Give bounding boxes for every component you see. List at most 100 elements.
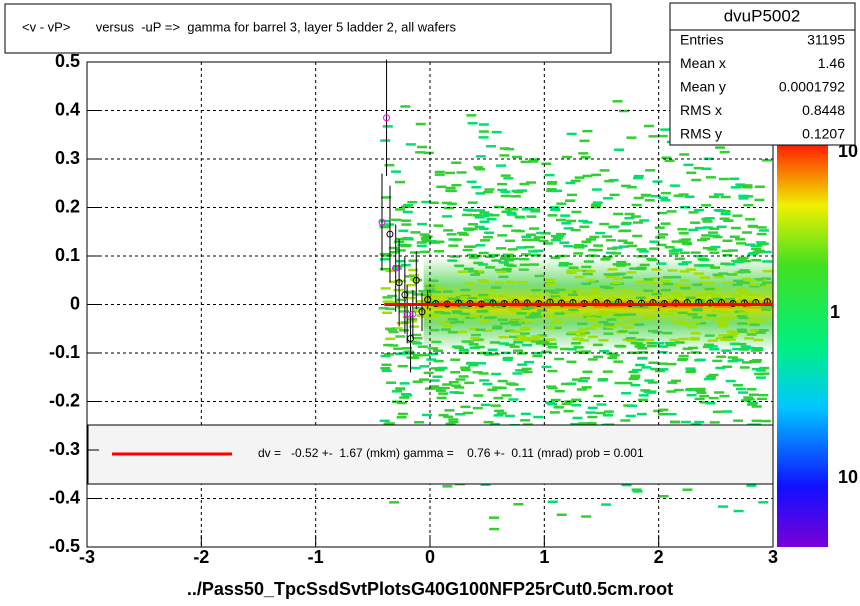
density-cell bbox=[501, 351, 512, 355]
density-cell bbox=[718, 272, 729, 275]
density-cell bbox=[532, 354, 543, 358]
density-cell bbox=[521, 339, 532, 342]
density-cell bbox=[742, 184, 753, 187]
density-cell bbox=[758, 393, 769, 397]
density-cell bbox=[686, 268, 697, 271]
density-cell bbox=[599, 222, 610, 226]
density-cell bbox=[520, 328, 531, 331]
density-cell bbox=[391, 390, 402, 393]
density-cell bbox=[694, 299, 705, 302]
density-cell bbox=[565, 199, 576, 202]
density-cell bbox=[615, 316, 626, 320]
density-cell bbox=[647, 258, 658, 262]
density-cell bbox=[636, 412, 647, 416]
density-cell bbox=[637, 347, 648, 350]
density-cell bbox=[474, 345, 485, 349]
density-cell bbox=[602, 327, 613, 330]
density-cell bbox=[478, 311, 489, 314]
density-cell bbox=[416, 300, 427, 303]
density-cell bbox=[547, 297, 558, 301]
density-cell bbox=[693, 208, 704, 212]
density-cell bbox=[519, 257, 530, 261]
density-cell bbox=[468, 363, 479, 367]
density-cell bbox=[635, 301, 646, 305]
stats-frame bbox=[669, 2, 856, 146]
density-cell bbox=[423, 151, 434, 155]
density-cell bbox=[756, 232, 767, 236]
density-cell bbox=[480, 483, 491, 486]
density-cell bbox=[467, 121, 478, 125]
density-cell bbox=[746, 333, 757, 336]
density-cell bbox=[590, 290, 601, 294]
density-cell bbox=[423, 298, 434, 301]
density-cell bbox=[506, 213, 517, 216]
density-cell bbox=[625, 414, 636, 418]
density-cell bbox=[472, 213, 483, 217]
density-cell bbox=[715, 366, 726, 370]
density-cell bbox=[448, 380, 459, 384]
density-cell bbox=[533, 415, 544, 419]
density-cell bbox=[655, 236, 666, 239]
density-cell bbox=[687, 325, 698, 329]
density-cell bbox=[675, 284, 686, 288]
density-cell bbox=[758, 229, 769, 232]
density-cell bbox=[636, 248, 647, 251]
density-cell bbox=[593, 355, 604, 359]
density-cell bbox=[506, 211, 517, 215]
density-cell bbox=[707, 345, 718, 348]
density-cell bbox=[613, 212, 624, 216]
density-cell bbox=[730, 342, 741, 346]
density-cell bbox=[550, 295, 561, 298]
density-cell bbox=[392, 327, 403, 330]
density-cell bbox=[523, 207, 534, 210]
density-cell bbox=[415, 122, 426, 126]
density-cell bbox=[704, 264, 715, 267]
density-cell bbox=[477, 263, 488, 266]
density-cell bbox=[490, 404, 501, 407]
density-cell bbox=[637, 398, 648, 402]
density-cell bbox=[593, 394, 604, 398]
density-cell bbox=[733, 306, 744, 309]
density-cell bbox=[552, 237, 563, 240]
density-cell bbox=[525, 312, 536, 315]
density-cell bbox=[587, 292, 598, 296]
density-cell bbox=[505, 239, 516, 243]
density-cell bbox=[477, 279, 488, 282]
density-cell bbox=[477, 351, 488, 355]
density-cell bbox=[759, 366, 770, 370]
density-cell bbox=[601, 503, 612, 506]
density-cell bbox=[599, 349, 610, 353]
density-cell bbox=[535, 342, 546, 345]
density-cell bbox=[612, 246, 623, 249]
density-cell bbox=[762, 281, 773, 284]
density-cell bbox=[395, 259, 406, 263]
density-cell bbox=[612, 100, 623, 103]
density-cell bbox=[650, 367, 661, 371]
density-cell bbox=[408, 259, 419, 263]
density-cell bbox=[457, 231, 468, 235]
density-cell bbox=[561, 402, 572, 406]
density-cell bbox=[442, 290, 453, 293]
density-cell bbox=[522, 370, 533, 374]
density-cell bbox=[575, 334, 586, 337]
density-cell bbox=[704, 334, 715, 337]
density-cell bbox=[660, 279, 671, 283]
density-cell bbox=[580, 292, 591, 296]
density-cell bbox=[419, 233, 430, 236]
density-cell bbox=[434, 170, 445, 174]
density-cell bbox=[547, 369, 558, 373]
density-cell bbox=[446, 189, 457, 193]
density-cell bbox=[671, 379, 682, 383]
density-cell bbox=[429, 328, 440, 332]
density-cell bbox=[407, 318, 418, 321]
density-cell bbox=[735, 238, 746, 241]
density-cell bbox=[602, 370, 613, 373]
density-cell bbox=[429, 379, 440, 382]
density-cell bbox=[402, 236, 413, 240]
density-cell bbox=[388, 246, 399, 250]
density-cell bbox=[614, 381, 625, 385]
density-cell bbox=[732, 214, 743, 217]
density-cell bbox=[428, 298, 439, 302]
density-cell bbox=[615, 264, 626, 267]
density-cell bbox=[761, 159, 772, 162]
